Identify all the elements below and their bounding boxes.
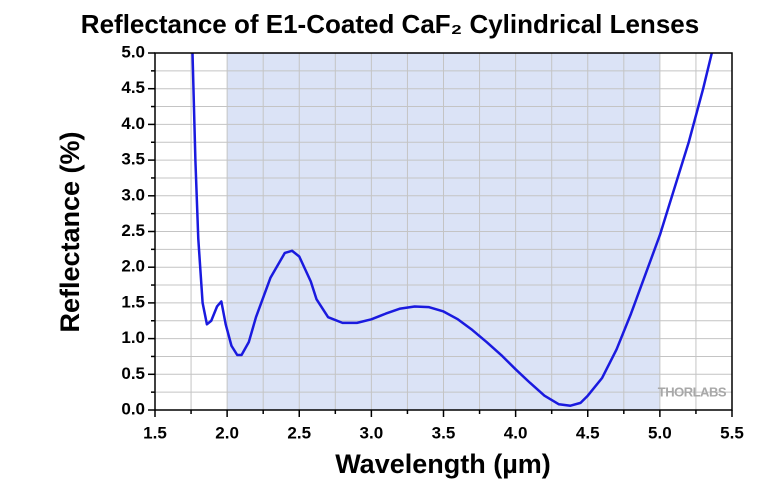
y-tick-label: 0.5 [121,364,145,383]
x-tick-label: 1.5 [143,423,167,442]
y-tick-label: 3.0 [121,185,145,204]
y-tick-label: 0.0 [121,399,145,418]
y-tick-label: 1.5 [121,292,145,311]
data-line [191,52,714,407]
chart-title: Reflectance of E1-Coated CaF₂ Cylindrica… [81,9,699,39]
y-tick-label: 2.0 [121,257,145,276]
x-tick-label: 4.5 [576,423,600,442]
x-axis-title: Wavelength (µm) [335,449,551,479]
x-tick-label: 3.0 [360,423,384,442]
x-tick-label: 4.0 [504,423,528,442]
x-tick-label: 5.0 [648,423,672,442]
y-tick-label: 5.0 [121,42,145,61]
y-axis-title: Reflectance (%) [55,131,85,332]
plot-frame [154,52,733,411]
y-tick-label: 1.0 [121,328,145,347]
y-tick-label: 3.5 [121,150,145,169]
x-tick-label: 5.5 [720,423,744,442]
y-tick-label: 2.5 [121,221,145,240]
x-tick-label: 3.5 [432,423,456,442]
y-tick-label: 4.5 [121,78,145,97]
x-tick-label: 2.5 [287,423,311,442]
watermark: THORLABS [658,384,727,399]
y-tick-label: 4.0 [121,114,145,133]
x-tick-label: 2.0 [215,423,239,442]
